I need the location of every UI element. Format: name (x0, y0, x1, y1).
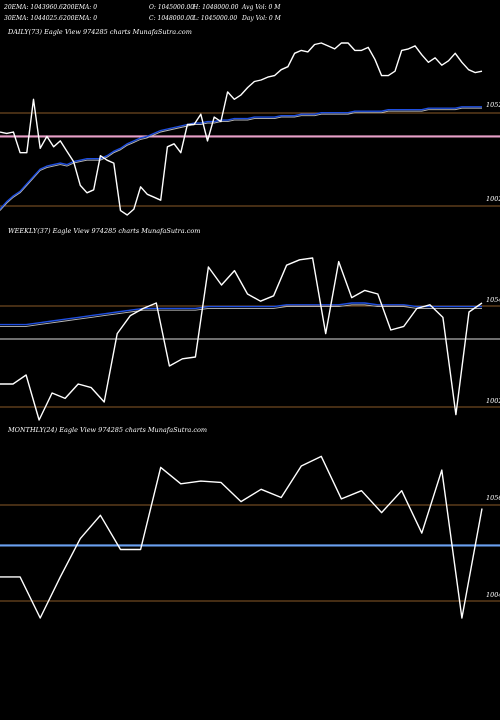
header-high: H: 1048000.00 (192, 4, 239, 11)
daily-panel: DAILY(73) Eagle View 974285 charts Munaf… (0, 28, 500, 216)
monthly-price-line (0, 455, 483, 619)
monthly-ylabel-top: 1056 (486, 494, 500, 502)
daily-ema-line (0, 106, 482, 210)
header-close: C: 1048000.00 (149, 15, 194, 22)
daily-title: DAILY(73) Eagle View 974285 charts Munaf… (7, 28, 192, 36)
weekly-ylabel-bottom: 1002 (486, 397, 500, 405)
weekly-avg-line (0, 304, 482, 327)
weekly-price-line (0, 257, 483, 421)
monthly-title: MONTHLY(24) Eagle View 974285 charts Mun… (7, 426, 207, 434)
header-avgvol: Avg Vol: 0 M (241, 4, 281, 11)
header-low: L: 1045000.00 (192, 15, 237, 22)
header-open: O: 1045000.00 (149, 4, 194, 11)
daily-price-line (0, 42, 483, 216)
header: 20EMA: 1043960.62 200EMA: 0 O: 1045000.0… (3, 4, 282, 22)
weekly-title: WEEKLY(37) Eagle View 974285 charts Muna… (8, 227, 200, 235)
header-ema20: 20EMA: 1043960.62 (3, 4, 67, 11)
monthly-panel: MONTHLY(24) Eagle View 974285 charts Mun… (0, 426, 500, 619)
weekly-ylabel-top: 1054 (486, 296, 500, 304)
weekly-ema-line (0, 302, 482, 326)
daily-avg-line (0, 107, 482, 211)
header-ema200b: 200EMA: 0 (62, 15, 97, 22)
weekly-panel: WEEKLY(37) Eagle View 974285 charts Muna… (0, 227, 500, 421)
monthly-ylabel-bottom: 1004 (486, 591, 500, 599)
daily-ylabel-top: 1052 (486, 101, 500, 109)
daily-ylabel-bottom: 1002 (486, 195, 500, 203)
header-ema30: 30EMA: 1044025.6 (4, 15, 63, 22)
header-dayvol: Day Vol: 0 M (241, 15, 282, 22)
header-ema200: 200EMA: 0 (62, 4, 97, 11)
